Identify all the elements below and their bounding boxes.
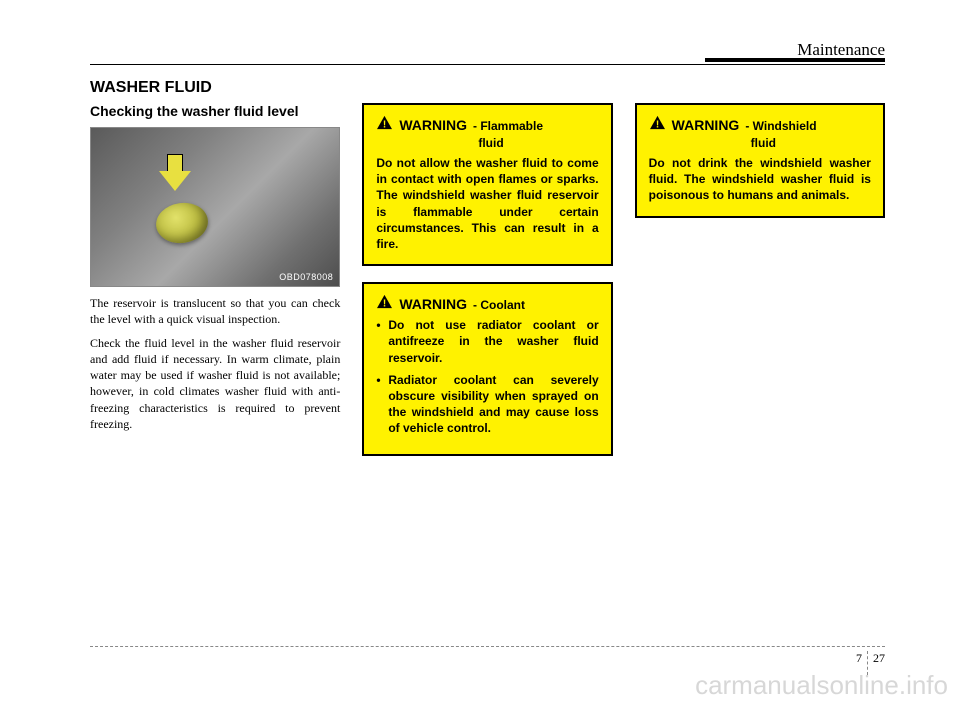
warning-title: WARNING [672,117,740,133]
warning-subtitle-1: - Windshield [745,119,816,133]
warning-header: ! WARNING - Coolant [376,294,598,312]
warning-body: Do not drink the windshield washer fluid… [649,155,871,204]
warning-subtitle-2: fluid [751,136,871,150]
header-category: Maintenance [797,40,885,60]
warning-list-item: Radiator coolant can severely obscure vi… [376,372,598,437]
section-title: WASHER FLUID [90,79,885,97]
body-paragraph-1: The reservoir is translucent so that you… [90,295,340,327]
column-3: ! WARNING - Windshield fluid Do not drin… [635,103,885,472]
warning-list: Do not use radiator coolant or antifreez… [376,317,598,436]
content-columns: Checking the washer fluid level OBD07800… [90,103,885,472]
warning-coolant: ! WARNING - Coolant Do not use radiator … [362,282,612,456]
svg-text:!: ! [655,120,658,131]
warning-title: WARNING [399,296,467,312]
warning-header: ! WARNING - Flammable [376,115,598,133]
warning-subtitle-1: - Flammable [473,119,543,133]
warning-body: Do not allow the washer fluid to come in… [376,155,598,252]
engine-illustration [91,128,339,286]
subheading: Checking the washer fluid level [90,103,340,121]
warning-triangle-icon: ! [376,115,393,130]
warning-body: Do not use radiator coolant or antifreez… [376,317,598,436]
header-thick-rule [705,58,885,62]
warning-windshield: ! WARNING - Windshield fluid Do not drin… [635,103,885,218]
warning-subtitle-2: fluid [478,136,598,150]
column-1: Checking the washer fluid level OBD07800… [90,103,340,472]
warning-flammable: ! WARNING - Flammable fluid Do not allow… [362,103,612,266]
svg-text:!: ! [383,120,386,131]
body-paragraph-2: Check the fluid level in the washer flui… [90,335,340,432]
column-2: ! WARNING - Flammable fluid Do not allow… [362,103,612,472]
washer-cap-icon [153,200,210,247]
page-container: Maintenance WASHER FLUID Checking the wa… [0,0,960,707]
warning-triangle-icon: ! [376,294,393,309]
warning-title: WARNING [399,117,467,133]
watermark: carmanualsonline.info [695,670,948,701]
figure-label: OBD078008 [279,272,333,282]
engine-figure: OBD078008 [90,127,340,287]
warning-header: ! WARNING - Windshield [649,115,871,133]
warning-subtitle: - Coolant [473,298,525,312]
warning-list-item: Do not use radiator coolant or antifreez… [376,317,598,366]
svg-text:!: ! [383,299,386,310]
warning-triangle-icon: ! [649,115,666,130]
